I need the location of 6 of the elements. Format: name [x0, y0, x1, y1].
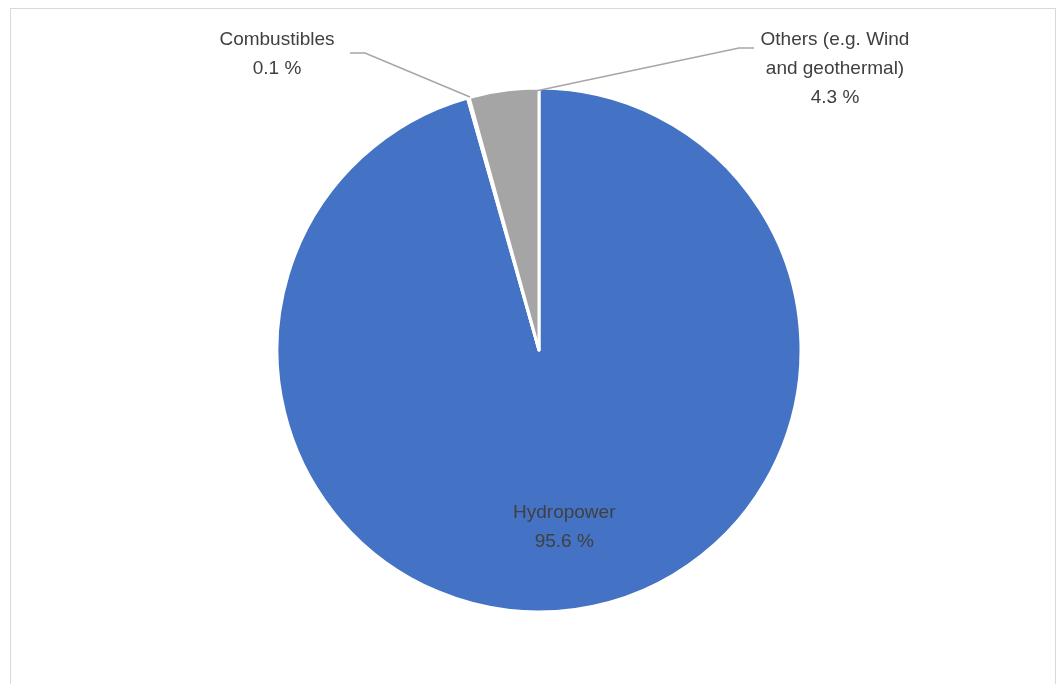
- slice-label: Hydropower: [513, 500, 617, 522]
- slice-label: Others (e.g. Wind and geothermal): [760, 28, 910, 78]
- data-label: 4.3 %: [810, 86, 860, 107]
- slice-label: Combustibles: [219, 28, 335, 49]
- data-label: 0.1 %: [252, 57, 302, 78]
- data-label: 95.6 %: [534, 529, 594, 551]
